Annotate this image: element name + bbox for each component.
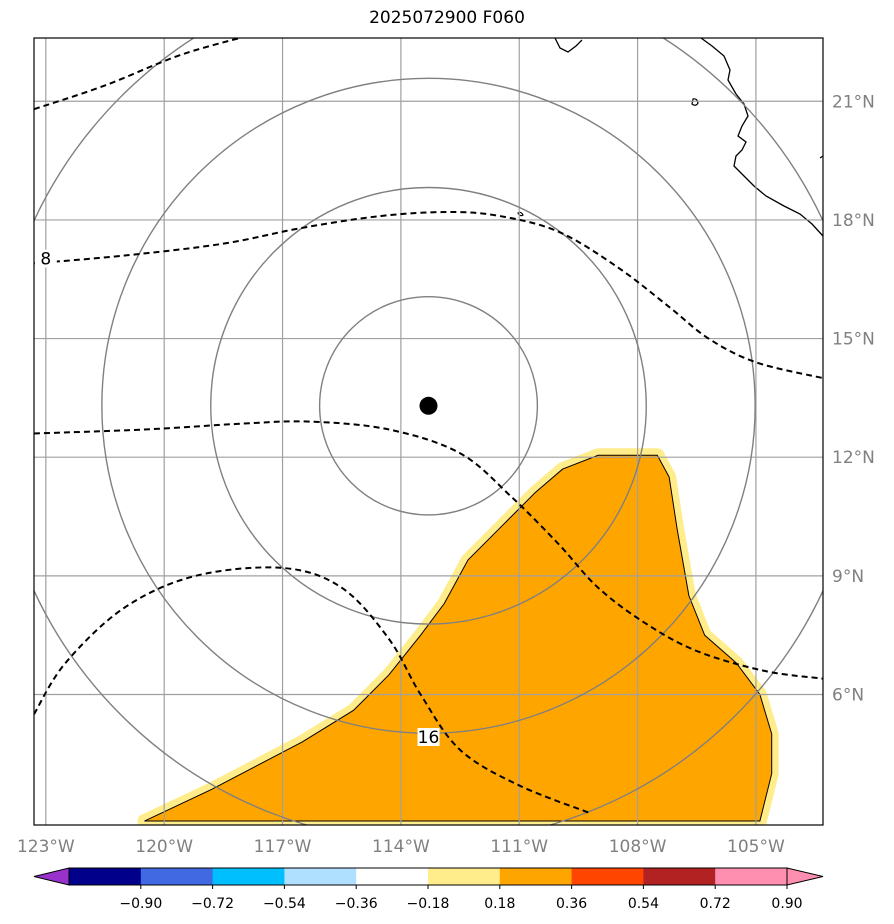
colorbar-tick-label: −0.36 [335, 896, 378, 912]
fill-region-coastline [144, 454, 773, 822]
colorbar-segment [212, 868, 285, 885]
contour-label-bg [417, 727, 440, 746]
colorbar-segment [428, 868, 501, 885]
chart-title: 2025072900 F060 [369, 8, 525, 28]
contour-line [34, 420, 823, 680]
y-tick-label: 21°N [832, 92, 875, 112]
y-tick-label: 6°N [832, 685, 864, 705]
colorbar-extend-low [33, 867, 70, 886]
x-tick-label: 108°W [609, 837, 667, 857]
colorbar-tick-label: 0.72 [700, 896, 731, 912]
coastline-islet [691, 98, 699, 106]
colorbar-segment [643, 868, 716, 885]
colorbar-tick-label: −0.54 [263, 896, 306, 912]
colorbar-tick-label: 0.54 [628, 896, 659, 912]
fill-region [144, 455, 772, 822]
colorbar-tick-label: 0.36 [556, 896, 587, 912]
x-tick-label: 114°W [372, 837, 430, 857]
x-tick-label: 123°W [17, 837, 75, 857]
contour-line [34, 566, 591, 815]
y-tick-label: 12°N [832, 448, 875, 468]
colorbar-tick-label: 0.90 [771, 896, 802, 912]
colorbar-segment [69, 868, 142, 885]
coastline-baja-tip [554, 38, 583, 53]
y-tick-label: 15°N [832, 330, 875, 350]
colorbar-tick-label: −0.72 [191, 896, 234, 912]
colorbar-tick-label: −0.90 [119, 896, 162, 912]
colorbar-segment [499, 868, 573, 885]
contour-label-bg [34, 249, 57, 268]
colorbar-segment [715, 868, 788, 885]
range-ring [318, 295, 539, 516]
colorbar-tick-label: 0.18 [484, 896, 515, 912]
range-ring [210, 186, 647, 625]
contour-label: 8 [40, 249, 51, 269]
coastline-mainland [700, 38, 823, 237]
x-tick-label: 111°W [490, 837, 548, 857]
storm-center-marker [419, 396, 438, 415]
contour-line [34, 211, 823, 380]
y-tick-label: 9°N [832, 567, 864, 587]
plot-frame [33, 37, 824, 826]
y-tick-label: 18°N [832, 211, 875, 231]
colorbar-segment [284, 868, 357, 885]
colorbar-tick-label: −0.18 [407, 896, 450, 912]
contour-label: 16 [418, 728, 440, 748]
colorbar-segment [356, 868, 429, 885]
x-tick-label: 120°W [135, 837, 193, 857]
colorbar-segment [140, 868, 214, 885]
colorbar-extend-high [786, 867, 824, 886]
contour-line [34, 38, 244, 111]
x-tick-label: 105°W [727, 837, 785, 857]
colorbar-segment [571, 868, 644, 885]
x-tick-label: 117°W [254, 837, 312, 857]
